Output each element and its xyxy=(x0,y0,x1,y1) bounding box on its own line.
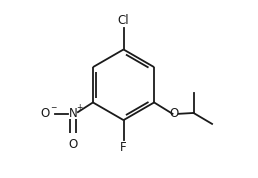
Text: O: O xyxy=(169,107,179,120)
Text: O: O xyxy=(69,138,78,151)
Text: O: O xyxy=(41,107,50,120)
Text: −: − xyxy=(50,103,57,112)
Text: +: + xyxy=(76,103,83,112)
Text: F: F xyxy=(120,141,127,154)
Text: N: N xyxy=(69,107,78,120)
Text: Cl: Cl xyxy=(118,14,129,27)
